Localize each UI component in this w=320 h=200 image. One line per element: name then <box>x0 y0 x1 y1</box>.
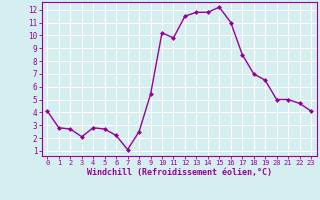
X-axis label: Windchill (Refroidissement éolien,°C): Windchill (Refroidissement éolien,°C) <box>87 168 272 177</box>
